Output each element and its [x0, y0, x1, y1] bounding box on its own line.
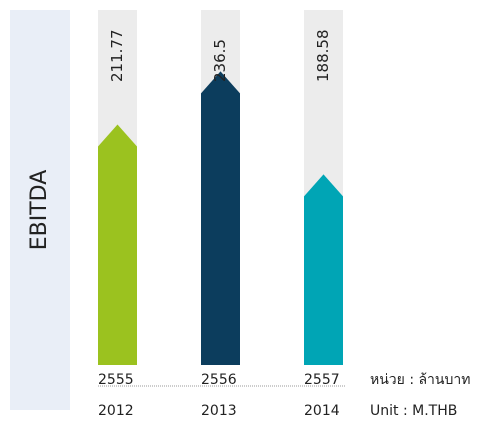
x-tick-label-secondary: 2013	[201, 403, 237, 419]
x-tick-label-secondary: 2014	[304, 403, 340, 419]
title-band	[10, 10, 70, 410]
x-tick-label: 2556	[201, 372, 237, 388]
x-tick-label-secondary: 2012	[98, 403, 134, 419]
chart-title: EBITDA	[27, 170, 52, 251]
unit-label-secondary: Unit : M.THB	[370, 403, 457, 419]
value-label: 188.58	[314, 30, 332, 83]
value-label: 236.5	[211, 39, 229, 82]
bar	[201, 71, 240, 366]
unit-label: หน่วย : ล้านบาท	[370, 372, 470, 388]
value-label: 211.77	[108, 30, 126, 83]
bar	[304, 174, 343, 365]
bar	[98, 124, 137, 366]
x-tick-label: 2555	[98, 372, 134, 388]
x-tick-label: 2557	[304, 372, 340, 388]
